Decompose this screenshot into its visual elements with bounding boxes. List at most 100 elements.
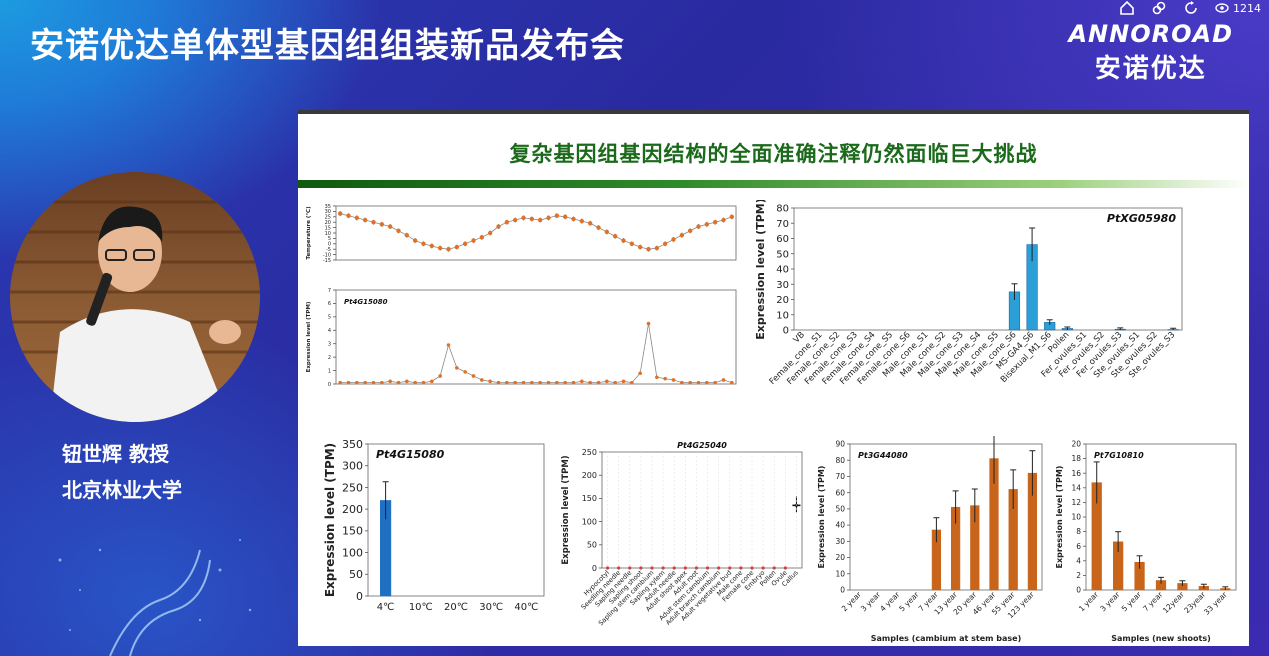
data-point [587,221,593,226]
data-point [512,217,518,223]
data-point [783,566,787,570]
data-point [621,379,626,384]
chart-ptxg05980: 0 10 20 30 40 50 60 70 80 Expression level (TPM) P… [754,200,1183,387]
data-point [446,343,451,347]
data-point [605,566,610,570]
x-axis-label: Samples (cambium at stem base) [871,634,1021,643]
data-point [471,374,476,378]
data-point [605,379,609,384]
y-tick-label: 100 [342,546,363,559]
home-icon[interactable] [1119,0,1135,16]
data-point [546,380,551,385]
y-tick-label: 60 [776,234,789,245]
data-point [346,213,351,218]
data-point [555,380,559,385]
y-tick-label: 5 [328,315,331,321]
data-point [694,566,699,570]
plot-frame [335,205,737,261]
data-point [761,566,765,570]
data-point [646,247,651,252]
data-point [712,220,718,225]
chart-title: PtXG05980 [1107,212,1176,225]
data-point [717,566,721,570]
data-point [638,371,642,376]
data-point [454,244,460,250]
data-point [530,380,534,385]
y-tick-label: 0 [328,382,331,388]
y-tick-label: 5 [328,236,331,242]
data-point [562,214,568,219]
link-icon[interactable] [1151,0,1167,16]
data-point [571,380,576,385]
y-tick-label: 6 [328,301,331,307]
data-point [650,566,654,570]
y-tick-label: -5 [326,247,331,253]
data-point [628,566,632,570]
y-tick-label: 300 [342,460,363,473]
data-point [672,566,676,570]
y-tick-label: 70 [776,219,789,230]
x-axis-label: Samples (new shoots) [1111,634,1211,643]
data-point [437,245,443,251]
y-tick-label: 50 [349,568,363,581]
data-point [704,222,710,227]
data-point [679,232,685,238]
data-point [529,216,535,222]
y-tick-label: 50 [587,541,597,550]
y-tick-label: 0 [840,586,845,595]
y-tick-label: 0 [328,242,331,248]
y-tick-label: 20 [835,553,845,562]
data-point [346,380,351,385]
data-point [371,220,376,225]
chart-title: Pt4G15080 [344,298,388,306]
speaker-name: 钮世辉 教授 [62,442,169,466]
y-tick-label: 70 [835,472,845,481]
data-point [579,218,585,224]
x-tick-label: 12year [1161,589,1187,615]
data-point [662,241,668,246]
y-tick-label: 350 [342,438,363,451]
y-tick-label: 7 [328,288,331,294]
y-tick-label: 20 [1071,440,1081,449]
refresh-icon[interactable] [1183,0,1199,16]
y-axis-label: Expression level (TPM) [561,455,571,564]
data-point [396,228,401,234]
y-tick-label: 16 [1071,469,1081,478]
y-tick-label: 20 [325,220,331,226]
y-tick-label: 50 [835,505,845,514]
data-point [462,241,468,246]
data-point [412,238,418,243]
y-axis-label: Expression level (TPM) [1055,466,1064,569]
data-point [688,380,692,385]
y-tick-label: 4 [1076,556,1081,565]
series-line [340,323,732,384]
y-tick-label: 80 [835,456,845,465]
y-tick-label: 6 [1076,542,1081,551]
y-tick-label: 40 [776,265,789,276]
data-point [455,366,459,370]
data-point [496,224,501,229]
data-point [337,211,343,216]
x-tick-label: 4℃ [377,602,395,613]
data-point [387,224,393,229]
title-underline-bar [298,180,1249,188]
data-point [629,241,635,246]
chart-pt4g25040: 0 50 100 150 200 250 Expression level (TPM) Pt4… [561,441,803,627]
data-point [680,380,684,385]
speaker-affiliation: 北京林业大学 [62,478,182,502]
y-tick-label: 0 [1076,586,1081,595]
speaker-photo [10,172,260,422]
x-tick-label: 5 year [1120,589,1144,613]
data-point [404,232,410,238]
data-point [721,217,726,223]
data-point [487,230,493,236]
chart-pt3g44080: 0 10 20 30 40 50 60 70 80 90 Expression level (TPM… [817,436,1043,643]
data-point [617,566,621,570]
y-tick-label: 0 [592,564,597,573]
chart-title: Pt7G10810 [1094,451,1144,460]
y-tick-label: 30 [776,280,789,291]
y-tick-label: 10 [325,231,331,237]
y-tick-label: 80 [776,204,789,215]
data-point [379,222,385,227]
